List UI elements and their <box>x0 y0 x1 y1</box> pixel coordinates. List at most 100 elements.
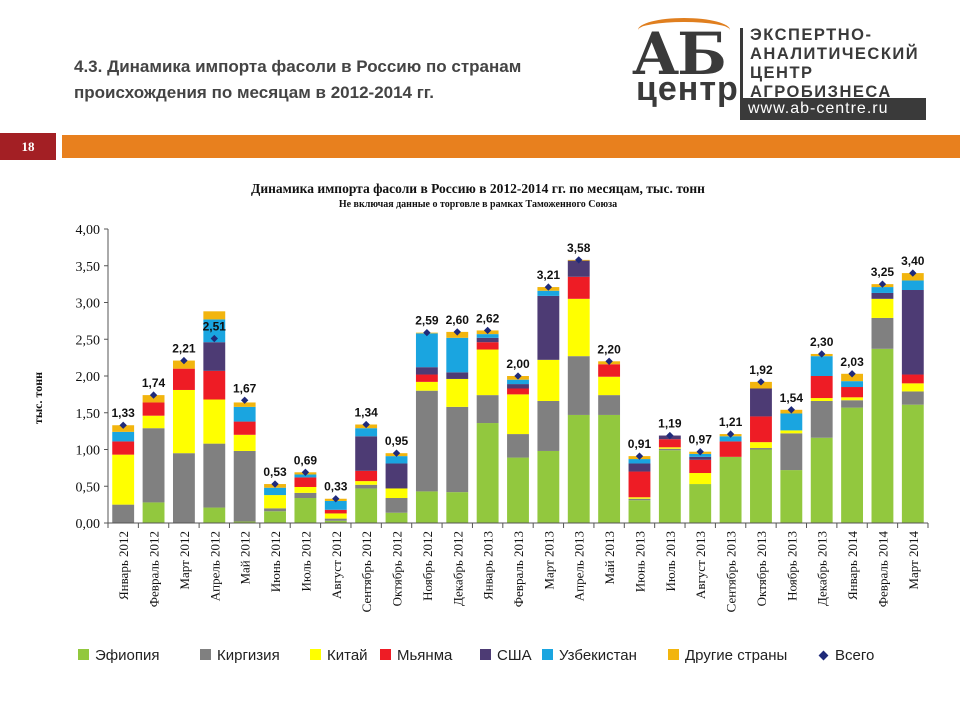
bar-segment <box>750 416 772 443</box>
bar-segment <box>446 492 469 523</box>
bar-segment <box>719 441 742 457</box>
x-tick-label: Январь 2013 <box>481 531 496 600</box>
total-marker <box>392 449 401 457</box>
bar-segment <box>476 395 499 424</box>
logo-line4: АГРОБИЗНЕСА <box>750 83 892 101</box>
total-marker <box>271 480 279 488</box>
bar-segment <box>507 384 529 389</box>
bar-segment <box>628 471 651 498</box>
logo-website: www.ab-centre.ru <box>740 98 926 120</box>
bar-segment <box>203 399 226 444</box>
legend-item: США <box>480 646 532 666</box>
legend-label: Узбекистан <box>559 647 637 664</box>
legend-item: Эфиопия <box>78 646 159 666</box>
bar-segment <box>415 367 438 375</box>
bar-segment <box>537 295 560 360</box>
total-marker <box>483 326 492 335</box>
total-label: 3,21 <box>537 268 561 282</box>
bar-segment <box>841 400 864 408</box>
bar-segment <box>901 391 924 405</box>
legend-item: Всего <box>818 646 874 666</box>
bar-segment <box>355 428 378 437</box>
x-tick-label: Август 2012 <box>329 531 344 599</box>
bar-segment <box>507 457 529 523</box>
total-marker <box>666 431 674 440</box>
bar-segment <box>901 290 924 375</box>
bar-segment <box>476 334 499 338</box>
logo-arc <box>638 18 730 42</box>
bar-segment <box>628 498 651 501</box>
legend-swatch <box>78 649 89 660</box>
total-marker <box>818 350 826 358</box>
legend-swatch <box>200 649 211 660</box>
bar-segment <box>901 383 924 392</box>
bar-segment <box>507 434 529 458</box>
x-tick-label: Сентябрь 2013 <box>724 531 739 612</box>
bar-segment <box>233 421 256 435</box>
bar-segment <box>537 359 560 401</box>
bar-segment <box>385 512 408 523</box>
bar-segment <box>689 484 712 523</box>
total-marker <box>757 378 765 386</box>
total-label: 2,03 <box>840 355 864 369</box>
total-marker <box>726 430 735 438</box>
bar-segment <box>537 400 560 451</box>
x-tick-label: Январь 2012 <box>116 531 131 600</box>
bar-segment <box>385 488 408 499</box>
bar-segment <box>567 276 590 299</box>
legend-label: Мьянма <box>397 647 453 664</box>
bar-segment <box>871 287 894 293</box>
bar-segment <box>628 500 651 523</box>
x-tick-label: Сентябрь 2012 <box>359 531 374 612</box>
x-tick-label: Март 2012 <box>177 531 192 590</box>
bar-segment <box>446 378 469 407</box>
bar-segment <box>658 450 681 523</box>
bar-segment <box>841 387 864 398</box>
bar-segment <box>537 290 560 296</box>
bar-segment <box>172 389 195 454</box>
bar-segment <box>689 459 712 474</box>
total-label: 2,30 <box>810 335 834 349</box>
bar-segment <box>901 404 924 523</box>
x-tick-label: Май 2013 <box>602 531 617 585</box>
total-label: 1,33 <box>112 406 136 420</box>
y-tick-label: 4,00 <box>76 223 101 238</box>
total-label: 1,34 <box>354 406 378 420</box>
legend-label: Китай <box>327 647 368 664</box>
x-tick-label: Июль 2012 <box>298 531 313 591</box>
bar-segment <box>203 370 226 400</box>
x-tick-label: Май 2012 <box>238 531 253 585</box>
chart-title: Динамика импорта фасоли в Россию в 2012-… <box>251 181 705 196</box>
x-tick-label: Декабрь 2013 <box>815 531 830 606</box>
total-label: 3,40 <box>901 254 925 268</box>
x-tick-label: Ноябрь 2012 <box>420 531 435 601</box>
y-tick-label: 0,00 <box>76 517 101 532</box>
bar-segment <box>507 394 529 435</box>
bar-segment <box>415 390 438 492</box>
x-tick-label: Февраль 2014 <box>875 531 890 608</box>
bar-segment <box>324 509 347 514</box>
bar-segment <box>415 374 438 382</box>
bar-segment <box>658 439 681 448</box>
bar-segment <box>142 428 165 503</box>
total-marker <box>301 468 310 476</box>
bar-segment <box>810 376 833 399</box>
bar-segment <box>294 486 317 493</box>
bar-segment <box>112 431 135 442</box>
legend-item: Киргизия <box>200 646 280 666</box>
total-marker <box>605 357 613 365</box>
bar-segment <box>628 459 651 464</box>
bar-segment <box>203 311 226 320</box>
total-label: 2,00 <box>506 357 530 371</box>
bar-segment <box>780 430 803 434</box>
bar-segment <box>567 298 590 357</box>
bar-segment <box>567 414 590 523</box>
logo-text: ЭКСПЕРТНО- АНАЛИТИЧЕСКИЙ ЦЕНТР <box>750 26 919 83</box>
legend-item: Мьянма <box>380 646 452 666</box>
total-marker <box>848 370 856 378</box>
legend-label: Эфиопия <box>95 647 160 664</box>
bar-segment <box>810 437 833 523</box>
total-label: 3,58 <box>567 241 591 255</box>
total-label: 2,62 <box>476 311 500 325</box>
bar-segment <box>233 402 256 407</box>
